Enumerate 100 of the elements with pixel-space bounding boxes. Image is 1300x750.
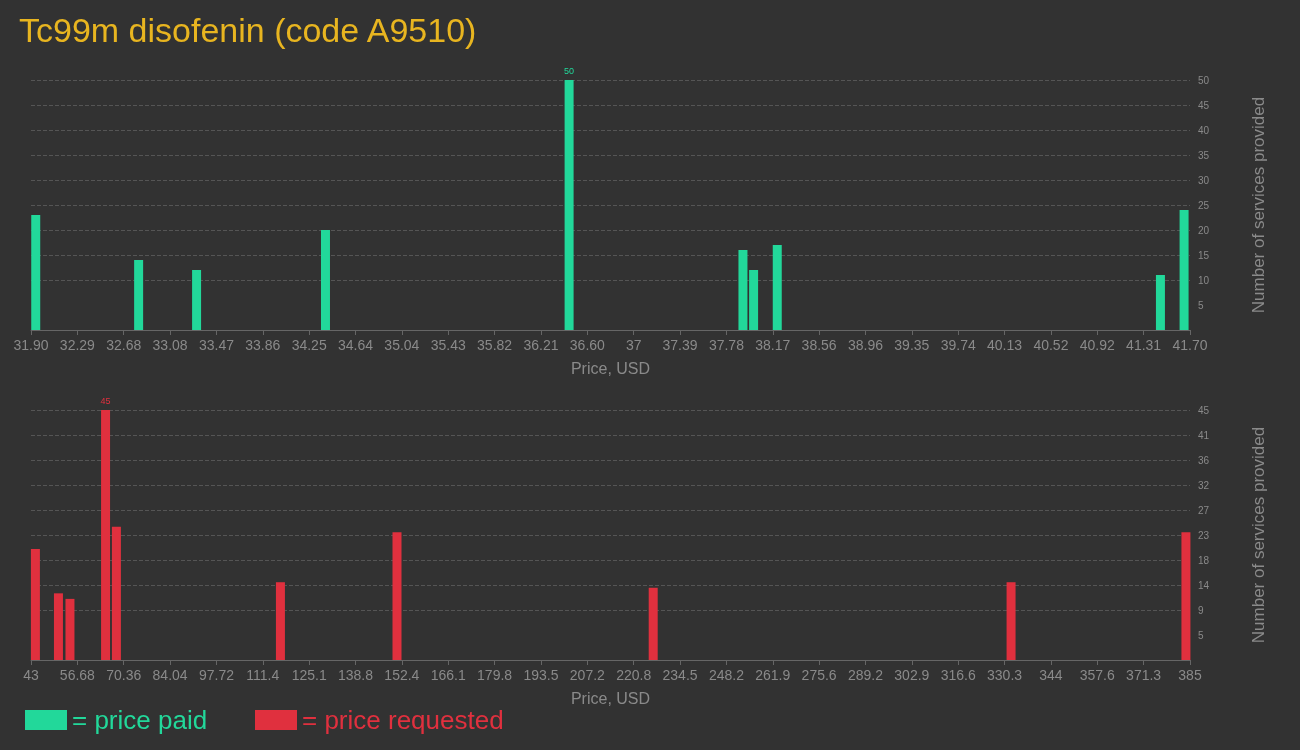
x-tick-label: 207.2 (569, 667, 606, 683)
y-tick-label: 32 (1198, 479, 1210, 491)
x-tick-label: 43 (23, 667, 39, 683)
x-tick-label: 97.72 (198, 667, 235, 683)
bar (738, 250, 748, 330)
x-tick-label: 37.39 (662, 337, 698, 353)
x-tick-label: 275.6 (801, 667, 837, 683)
x-tick-label: 34.25 (291, 337, 327, 353)
legend-label: = price requested (302, 705, 504, 735)
x-tick-label: 357.6 (1079, 667, 1115, 683)
x-tick-label: 35.82 (477, 337, 513, 353)
y-tick-label: 20 (1198, 224, 1210, 236)
x-tick-label: 316.6 (940, 667, 976, 683)
y-tick-label: 18 (1198, 554, 1210, 566)
bar (111, 526, 121, 660)
x-tick-label: 220.8 (616, 667, 652, 683)
x-tick-label: 193.5 (523, 667, 559, 683)
x-tick-label: 35.43 (430, 337, 466, 353)
y-tick-label: 45 (1198, 404, 1210, 416)
x-tick-label: 33.86 (245, 337, 281, 353)
x-tick-label: 40.52 (1033, 337, 1069, 353)
x-tick-label: 234.5 (662, 667, 698, 683)
data-label: 45 (100, 395, 111, 406)
data-label: 50 (564, 65, 575, 76)
x-tick-label: 261.9 (755, 667, 791, 683)
bar (1155, 275, 1165, 330)
y-tick-label: 50 (1198, 74, 1210, 86)
bar (392, 532, 402, 660)
bar (648, 587, 658, 660)
x-tick-label: 33.08 (152, 337, 188, 353)
x-tick-label: 38.96 (847, 337, 884, 353)
bar (30, 548, 40, 660)
x-tick-label: 39.74 (940, 337, 976, 353)
bar (53, 593, 63, 660)
y-tick-label: 25 (1198, 199, 1210, 211)
x-tick-label: 38.56 (801, 337, 837, 353)
bar (275, 582, 285, 660)
y-tick-label: 10 (1198, 274, 1210, 286)
bar (134, 260, 144, 330)
y-tick-label: 35 (1198, 149, 1210, 161)
x-tick-label: 125.1 (291, 667, 327, 683)
x-axis-title: Price, USD (570, 359, 651, 377)
bar (1006, 582, 1016, 660)
y-axis-title: Number of services provided (1249, 426, 1268, 644)
bar (65, 598, 75, 660)
y-tick-label: 45 (1198, 99, 1210, 111)
y-tick-label: 9 (1198, 604, 1204, 616)
x-tick-label: 289.2 (847, 667, 884, 683)
x-tick-label: 34.64 (338, 337, 374, 353)
bar (772, 245, 782, 330)
bar (192, 270, 202, 330)
x-tick-label: 70.36 (106, 667, 142, 683)
x-tick-label: 33.47 (198, 337, 235, 353)
y-tick-label: 5 (1198, 299, 1204, 311)
y-axis-title: Number of services provided (1249, 96, 1268, 314)
x-tick-label: 32.29 (59, 337, 96, 353)
x-tick-label: 39.35 (894, 337, 930, 353)
x-tick-label: 31.90 (13, 337, 49, 353)
x-tick-label: 56.68 (59, 667, 96, 683)
bar (1179, 210, 1189, 330)
x-tick-label: 152.4 (384, 667, 420, 683)
y-tick-label: 30 (1198, 174, 1210, 186)
y-tick-label: 41 (1198, 429, 1210, 441)
x-tick-label: 138.8 (338, 667, 374, 683)
y-tick-label: 14 (1198, 579, 1210, 591)
x-tick-label: 35.04 (384, 337, 420, 353)
y-tick-label: 40 (1198, 124, 1210, 136)
x-tick-label: 330.3 (987, 667, 1023, 683)
y-tick-label: 5 (1198, 629, 1204, 641)
x-tick-label: 84.04 (152, 667, 188, 683)
x-tick-label: 166.1 (430, 667, 466, 683)
x-axis-title: Price, USD (570, 689, 651, 707)
chart-title: Tc99m disofenin (code A9510) (19, 11, 477, 49)
bar (101, 410, 111, 660)
bar (320, 230, 330, 330)
x-tick-label: 36.60 (569, 337, 606, 353)
x-tick-label: 38.17 (755, 337, 791, 353)
y-tick-label: 36 (1198, 454, 1210, 466)
x-tick-label: 179.8 (477, 667, 513, 683)
x-tick-label: 344 (1039, 667, 1063, 683)
x-tick-label: 40.13 (987, 337, 1023, 353)
x-tick-label: 40.92 (1079, 337, 1115, 353)
x-tick-label: 248.2 (708, 667, 745, 683)
legend-label: = price paid (72, 705, 208, 735)
bar (31, 215, 41, 330)
bar (1181, 532, 1191, 660)
x-tick-label: 36.21 (523, 337, 559, 353)
x-tick-label: 37 (625, 337, 642, 353)
bar (749, 270, 759, 330)
x-tick-label: 111.4 (246, 667, 280, 683)
x-tick-label: 302.9 (894, 667, 930, 683)
x-tick-label: 41.70 (1172, 337, 1208, 353)
x-tick-label: 385 (1178, 667, 1202, 683)
y-tick-label: 15 (1198, 249, 1210, 261)
y-tick-label: 27 (1198, 504, 1210, 516)
x-tick-label: 41.31 (1126, 337, 1162, 353)
x-tick-label: 371.3 (1126, 667, 1162, 683)
x-tick-label: 37.78 (708, 337, 745, 353)
y-tick-label: 23 (1198, 529, 1210, 541)
x-tick-label: 32.68 (106, 337, 142, 353)
